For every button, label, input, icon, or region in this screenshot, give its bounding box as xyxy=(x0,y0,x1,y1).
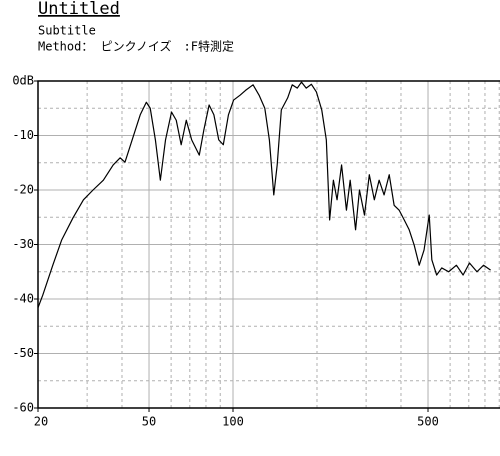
y-tick-label: 0dB xyxy=(12,74,34,88)
plot-frame xyxy=(37,80,500,409)
x-tick-label: 100 xyxy=(222,415,244,429)
method-annotation: Method： ピンクノイズ :F特測定 xyxy=(38,39,234,54)
y-tick-label: -40 xyxy=(12,292,34,306)
y-tick-label: -50 xyxy=(12,346,34,360)
y-tick-label: -30 xyxy=(12,237,34,251)
y-tick-label: -10 xyxy=(12,128,34,142)
y-tick-label: -60 xyxy=(12,401,34,415)
chart-subtitle: Subtitle xyxy=(38,24,96,38)
response-line xyxy=(37,81,491,308)
x-tick-label: 50 xyxy=(142,415,156,429)
x-tick-label: 500 xyxy=(417,415,439,429)
chart-title: Untitled xyxy=(38,0,120,19)
x-tick-label: 20 xyxy=(34,415,48,429)
y-tick-label: -20 xyxy=(12,183,34,197)
